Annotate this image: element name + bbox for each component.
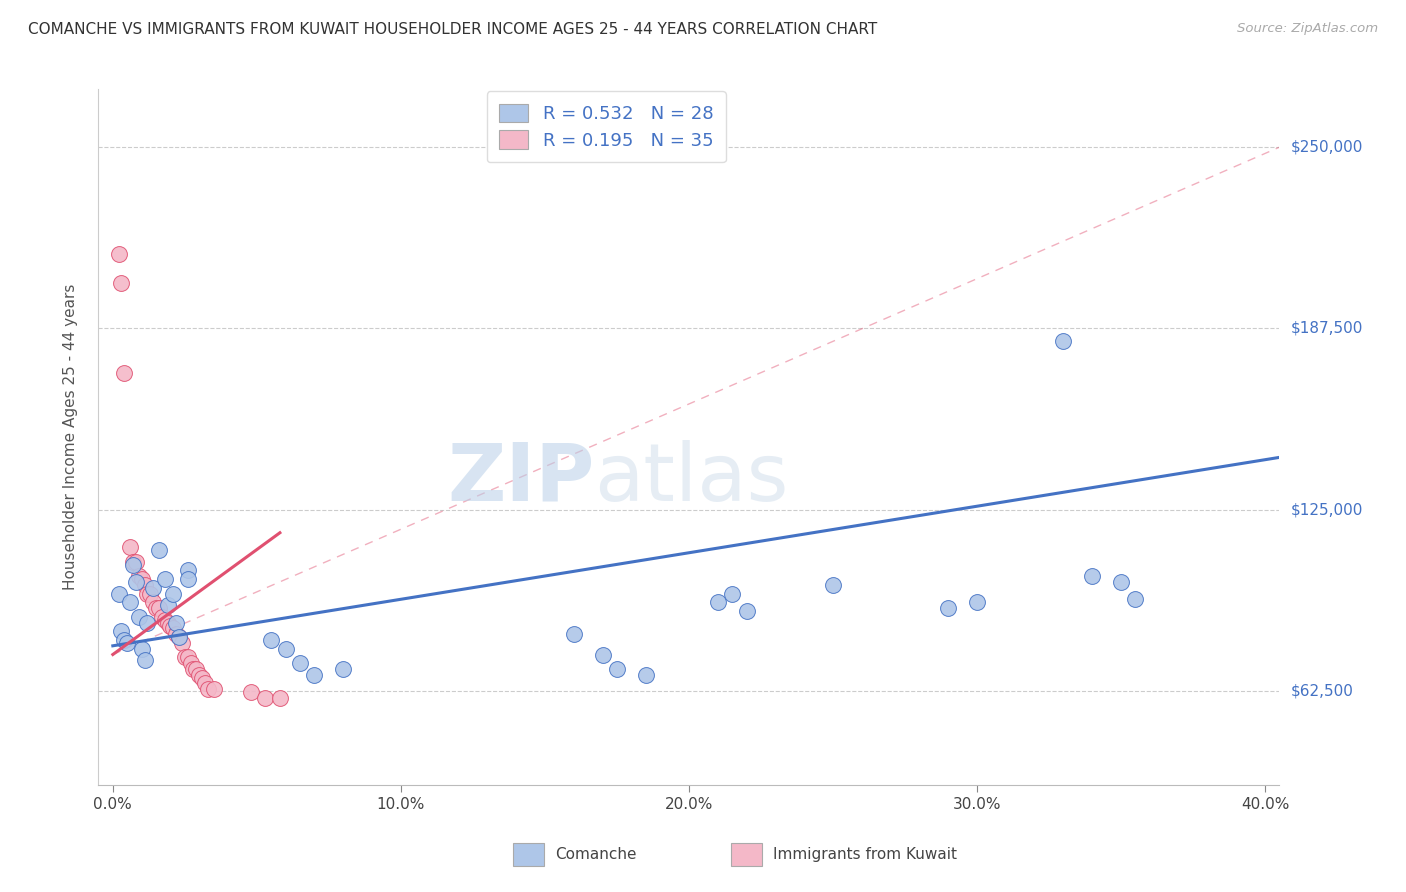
Point (966, 595, 988, 609)
Point (107, 247, 129, 261)
Point (936, 601, 959, 615)
Point (254, 690, 277, 705)
Point (134, 578, 156, 592)
Point (112, 633, 135, 648)
Point (592, 648, 614, 662)
Point (134, 653, 156, 667)
Point (156, 598, 179, 612)
Point (165, 627, 187, 641)
Point (112, 366, 135, 380)
Point (128, 569, 150, 583)
Point (131, 641, 153, 656)
Point (159, 618, 181, 632)
Point (145, 601, 167, 615)
Point (115, 636, 138, 650)
Text: ZIP: ZIP (447, 440, 595, 518)
Point (269, 690, 291, 705)
Point (180, 657, 202, 671)
Point (167, 630, 190, 644)
Point (107, 587, 129, 601)
Point (706, 595, 728, 609)
Text: $250,000: $250,000 (1291, 140, 1362, 154)
Point (183, 662, 205, 676)
Point (110, 624, 132, 639)
Point (1109, 574, 1132, 589)
Point (562, 627, 585, 641)
Point (821, 578, 844, 592)
Point (177, 650, 200, 665)
Point (128, 610, 150, 624)
Point (1081, 569, 1104, 583)
Point (634, 667, 657, 681)
Y-axis label: Householder Income Ages 25 - 44 years: Householder Income Ages 25 - 44 years (63, 284, 77, 591)
Point (173, 650, 195, 665)
Point (177, 572, 200, 586)
Point (153, 572, 176, 586)
Point (136, 587, 159, 601)
Point (153, 613, 176, 627)
Point (194, 676, 217, 690)
Point (170, 636, 193, 650)
Point (177, 564, 200, 578)
Point (165, 615, 187, 630)
Point (288, 657, 311, 671)
Text: Source: ZipAtlas.com: Source: ZipAtlas.com (1237, 22, 1378, 36)
Text: $187,500: $187,500 (1291, 321, 1362, 336)
Point (721, 587, 744, 601)
Point (332, 662, 354, 676)
Point (167, 630, 190, 644)
Point (150, 610, 173, 624)
Point (188, 667, 211, 681)
Text: atlas: atlas (595, 440, 789, 518)
Point (120, 595, 142, 609)
Point (202, 682, 225, 697)
Point (142, 581, 165, 595)
Point (162, 587, 184, 601)
Point (125, 555, 148, 569)
Point (110, 277, 132, 291)
Point (122, 555, 145, 569)
Point (240, 685, 263, 699)
Point (735, 604, 758, 618)
Point (142, 595, 165, 609)
Text: Immigrants from Kuwait: Immigrants from Kuwait (773, 847, 957, 862)
Point (148, 543, 170, 558)
Point (139, 587, 162, 601)
Point (156, 615, 179, 630)
Text: COMANCHE VS IMMIGRANTS FROM KUWAIT HOUSEHOLDER INCOME AGES 25 - 44 YEARS CORRELA: COMANCHE VS IMMIGRANTS FROM KUWAIT HOUSE… (28, 22, 877, 37)
Point (1125, 592, 1147, 607)
Point (191, 671, 214, 685)
Point (274, 641, 297, 656)
Point (122, 558, 145, 572)
Point (131, 572, 153, 586)
Text: $62,500: $62,500 (1291, 683, 1354, 698)
Point (260, 633, 283, 648)
Text: Comanche: Comanche (555, 847, 637, 862)
Point (125, 574, 148, 589)
Point (186, 662, 208, 676)
Point (197, 682, 219, 697)
Point (606, 662, 628, 676)
Point (120, 540, 142, 554)
Point (136, 615, 159, 630)
Text: $125,000: $125,000 (1291, 502, 1362, 517)
Point (162, 621, 184, 635)
Point (1052, 334, 1074, 349)
Legend: R = 0.532   N = 28, R = 0.195   N = 35: R = 0.532 N = 28, R = 0.195 N = 35 (486, 91, 725, 162)
Point (148, 601, 170, 615)
Point (304, 667, 326, 681)
